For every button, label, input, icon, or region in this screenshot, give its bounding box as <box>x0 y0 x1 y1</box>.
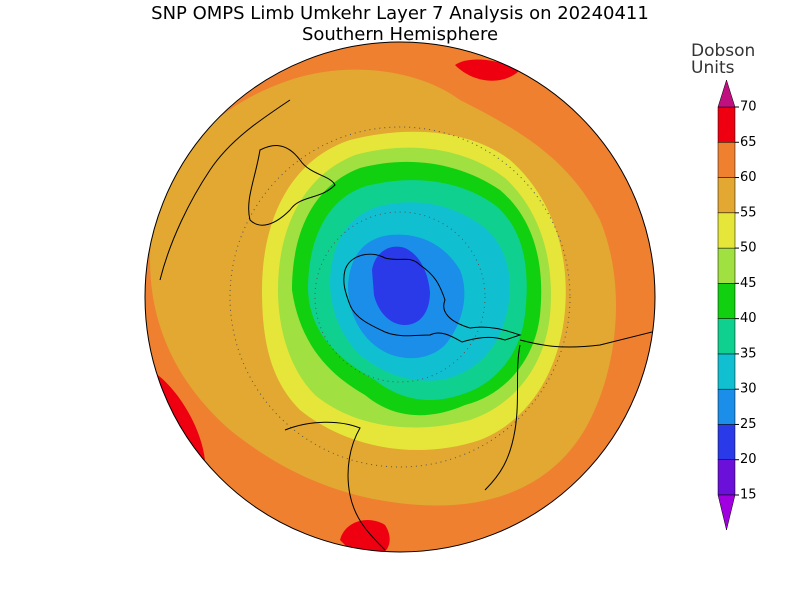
colorbar-segment <box>717 424 736 460</box>
title: SNP OMPS Limb Umkehr Layer 7 Analysis on… <box>151 3 649 24</box>
colorbar-segment <box>717 318 736 355</box>
colorbar-segment <box>717 283 736 319</box>
colorbar-tick-label: 40 <box>740 311 757 326</box>
coastline <box>159 99 291 281</box>
colorbar-segment <box>717 106 736 143</box>
map <box>145 42 655 552</box>
colorbar-tick-label: 15 <box>740 488 757 503</box>
colorbar-segment <box>717 247 736 284</box>
colorbar-tick-label: 65 <box>740 135 757 150</box>
colorbar-tick-label: 35 <box>740 346 757 361</box>
colorbar-extend-high <box>717 79 736 108</box>
latitude-circle <box>229 126 571 468</box>
colorbar-tick-label: 55 <box>740 205 757 220</box>
colorbar-tick-label: 25 <box>740 417 757 432</box>
colorbar-extend-low <box>717 494 736 531</box>
ozone-contour <box>372 246 430 325</box>
globe-outline <box>144 41 656 553</box>
colorbar-segment <box>717 177 736 214</box>
ozone-contour <box>455 59 520 81</box>
colorbar-segment <box>717 459 736 496</box>
latitude-circle <box>314 211 486 383</box>
colorbar-label: Units <box>691 58 735 78</box>
colorbar-segment <box>717 388 736 425</box>
colorbar-tick-label: 70 <box>740 100 757 115</box>
coastline <box>484 329 655 491</box>
coastline <box>284 421 386 551</box>
colorbar-tick-label: 45 <box>740 276 757 291</box>
colorbar-segment <box>717 212 736 249</box>
colorbar-tick-label: 20 <box>740 452 757 467</box>
map-overlay <box>159 99 655 551</box>
colorbar-tick-label: 30 <box>740 382 757 397</box>
subtitle: Southern Hemisphere <box>302 24 498 45</box>
colorbar-label: Dobson <box>691 41 755 61</box>
colorbar-segment <box>717 142 736 178</box>
coastline <box>248 145 336 226</box>
coastline <box>343 253 522 343</box>
colorbar-segment <box>717 353 736 390</box>
colorbar-tick-label: 50 <box>740 241 757 256</box>
colorbar-tick-label: 60 <box>740 170 757 185</box>
